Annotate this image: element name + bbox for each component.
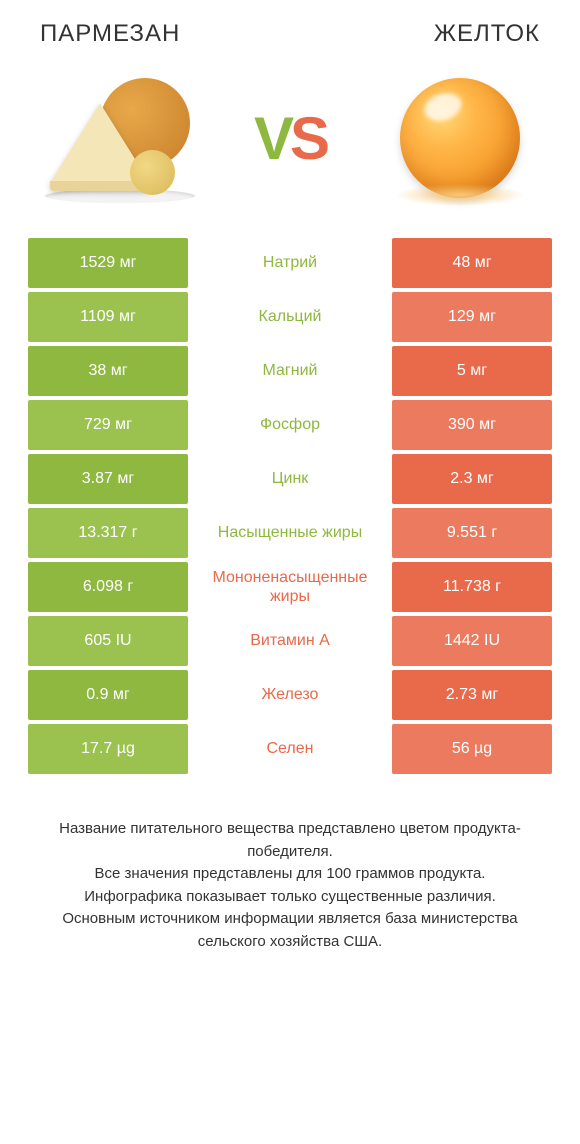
vs-label: VS (254, 104, 326, 173)
nutrient-label: Витамин A (188, 616, 392, 666)
comparison-table: 1529 мгНатрий48 мг1109 мгКальций129 мг38… (0, 238, 580, 774)
vs-s: S (290, 104, 326, 173)
table-row: 0.9 мгЖелезо2.73 мг (28, 670, 552, 720)
right-product-title: ЖЕЛТОК (434, 20, 540, 48)
nutrient-label: Натрий (188, 238, 392, 288)
table-row: 17.7 µgСелен56 µg (28, 724, 552, 774)
table-row: 605 IUВитамин A1442 IU (28, 616, 552, 666)
right-value: 48 мг (392, 238, 552, 288)
footer-notes: Название питательного вещества представл… (0, 778, 580, 973)
footer-line-2: Все значения представлены для 100 граммо… (30, 863, 550, 886)
table-row: 1109 мгКальций129 мг (28, 292, 552, 342)
left-product-title: ПАРМЕЗАН (40, 20, 180, 48)
left-value: 17.7 µg (28, 724, 188, 774)
right-value: 2.3 мг (392, 454, 552, 504)
left-value: 3.87 мг (28, 454, 188, 504)
header: ПАРМЕЗАН ЖЕЛТОК (0, 0, 580, 58)
footer-line-1: Название питательного вещества представл… (30, 818, 550, 863)
left-value: 1529 мг (28, 238, 188, 288)
left-value: 6.098 г (28, 562, 188, 612)
left-value: 1109 мг (28, 292, 188, 342)
hero-row: VS (0, 58, 580, 238)
parmesan-illustration (40, 68, 200, 208)
right-value: 390 мг (392, 400, 552, 450)
nutrient-label: Мононенасыщенные жиры (188, 562, 392, 612)
left-value: 0.9 мг (28, 670, 188, 720)
right-value: 5 мг (392, 346, 552, 396)
table-row: 729 мгФосфор390 мг (28, 400, 552, 450)
right-value: 129 мг (392, 292, 552, 342)
right-value: 56 µg (392, 724, 552, 774)
nutrient-label: Цинк (188, 454, 392, 504)
left-value: 13.317 г (28, 508, 188, 558)
table-row: 6.098 гМононенасыщенные жиры11.738 г (28, 562, 552, 612)
footer-line-4: Основным источником информации является … (30, 908, 550, 953)
nutrient-label: Насыщенные жиры (188, 508, 392, 558)
right-value: 1442 IU (392, 616, 552, 666)
left-value: 605 IU (28, 616, 188, 666)
right-value: 2.73 мг (392, 670, 552, 720)
table-row: 38 мгМагний5 мг (28, 346, 552, 396)
vs-v: V (254, 104, 290, 173)
table-row: 1529 мгНатрий48 мг (28, 238, 552, 288)
nutrient-label: Железо (188, 670, 392, 720)
nutrient-label: Кальций (188, 292, 392, 342)
nutrient-label: Магний (188, 346, 392, 396)
right-value: 11.738 г (392, 562, 552, 612)
right-value: 9.551 г (392, 508, 552, 558)
nutrient-label: Селен (188, 724, 392, 774)
table-row: 13.317 гНасыщенные жиры9.551 г (28, 508, 552, 558)
footer-line-3: Инфографика показывает только существенн… (30, 886, 550, 909)
table-row: 3.87 мгЦинк2.3 мг (28, 454, 552, 504)
left-value: 38 мг (28, 346, 188, 396)
left-value: 729 мг (28, 400, 188, 450)
nutrient-label: Фосфор (188, 400, 392, 450)
yolk-illustration (380, 68, 540, 208)
